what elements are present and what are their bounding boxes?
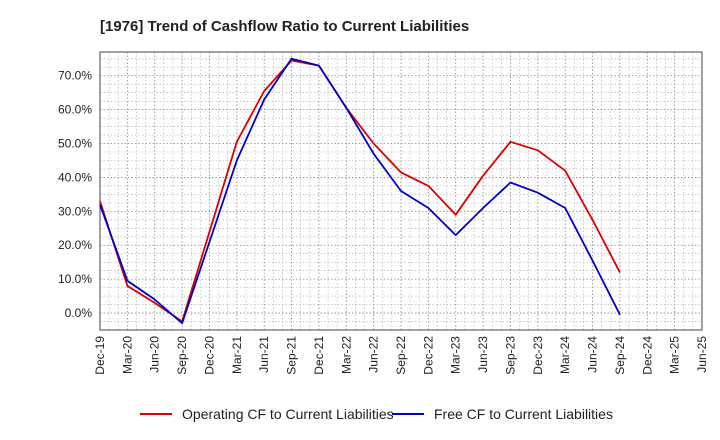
x-tick-label: Jun-21 — [257, 336, 271, 373]
series-lines — [99, 57, 621, 325]
x-axis: Dec-19 Mar-20 Jun-20 Sep-20 Dec-20 Mar-21 Jun-… — [93, 336, 709, 375]
y-tick-label: 60.0% — [58, 103, 92, 117]
x-tick-label: Dec-23 — [531, 336, 545, 375]
x-tick-label: Jun-22 — [367, 336, 381, 373]
y-tick-label: 40.0% — [58, 170, 92, 184]
x-tick-label: Sep-22 — [394, 336, 408, 375]
x-tick-label: Dec-22 — [421, 336, 435, 375]
x-tick-label: Dec-19 — [93, 336, 107, 375]
x-tick-label: Mar-20 — [120, 336, 134, 374]
x-tick-label: Jun-23 — [476, 336, 490, 373]
x-tick-label: Jun-24 — [586, 336, 600, 373]
legend-label-2: Free CF to Current Liabilities — [434, 406, 613, 422]
plot-border — [99, 51, 703, 331]
x-tick-label: Sep-24 — [613, 336, 627, 375]
x-tick-label: Sep-20 — [175, 336, 189, 375]
x-tick-label: Mar-24 — [558, 336, 572, 374]
x-tick-label: Sep-23 — [503, 336, 517, 375]
y-tick-label: 30.0% — [58, 204, 92, 218]
y-tick-label: 0.0% — [65, 306, 93, 320]
x-tick-label: Mar-22 — [339, 336, 353, 374]
x-tick-label: Jun-20 — [148, 336, 162, 373]
x-tick-label: Mar-23 — [449, 336, 463, 374]
series-line-1 — [99, 59, 621, 323]
legend: Operating CF to Current Liabilities Free … — [140, 406, 613, 422]
y-tick-label: 70.0% — [58, 69, 92, 83]
x-tick-label: Mar-25 — [668, 336, 682, 374]
y-tick-label: 50.0% — [58, 137, 92, 151]
x-tick-label: Mar-21 — [230, 336, 244, 374]
y-axis: 0.0% 10.0% 20.0% 30.0% 40.0% 50.0% 60.0% 70.0% — [58, 69, 92, 320]
x-tick-label: Dec-24 — [640, 336, 654, 375]
grid-lines — [99, 51, 703, 331]
chart-title: [1976] Trend of Cashflow Ratio to Curren… — [100, 18, 469, 35]
x-tick-label: Dec-20 — [202, 336, 216, 375]
legend-label-1: Operating CF to Current Liabilities — [182, 406, 394, 422]
y-tick-label: 10.0% — [58, 272, 92, 286]
y-tick-label: 20.0% — [58, 238, 92, 252]
x-tick-label: Sep-21 — [285, 336, 299, 375]
x-tick-label: Jun-25 — [695, 336, 709, 373]
x-tick-label: Dec-21 — [312, 336, 326, 375]
series-line-2 — [99, 57, 621, 325]
